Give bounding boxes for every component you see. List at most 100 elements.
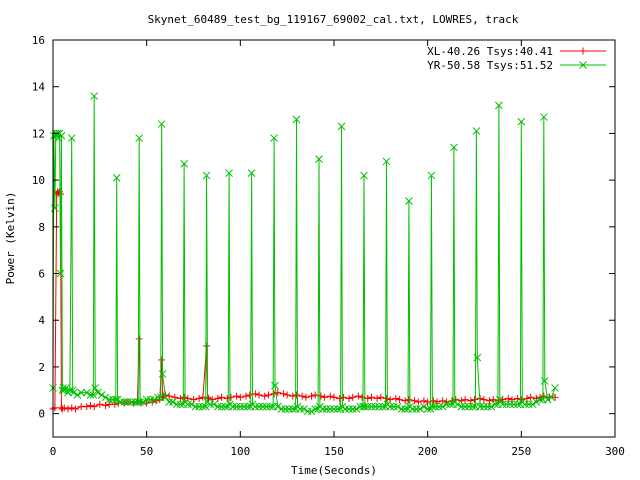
series-1-point-128 [382,157,391,166]
series-1-point-141 [420,402,428,411]
series-1-point-88 [270,134,278,142]
series-0-point-89 [401,397,409,405]
series-0-point-50 [218,393,226,401]
series-1-point-160 [472,127,481,135]
series-1-point-9 [57,131,66,140]
series-1-point-94 [288,405,297,413]
series-0-point-70 [311,391,319,399]
series-1-point-20 [77,388,85,397]
series-1-point-49 [158,370,167,378]
series-0-point-121 [551,393,559,401]
series-1-point-78 [243,402,252,411]
series-1-point-41 [136,398,144,406]
x-tick-label-2: 100 [230,445,250,458]
series-1-point-59 [187,400,196,409]
series-1-point-60 [191,402,200,411]
series-1-point-75 [232,402,241,411]
series-0-point-55 [242,392,250,400]
series-0-point-58 [255,391,263,399]
series-1-point-169 [495,395,504,404]
series-0-point-97 [439,397,447,405]
series-1-point-176 [517,117,526,126]
series-1-point-63 [201,402,210,411]
series-1-point-44 [146,395,155,404]
legend-marker-1 [579,61,587,69]
series-1-point-15 [66,386,74,395]
series-0-point-64 [283,391,291,399]
y-tick-label-7: 14 [32,81,46,94]
series-1-point-126 [378,402,387,411]
series-1-point-136 [405,197,413,205]
series-0-point-114 [517,396,525,404]
series-0-point-69 [308,392,316,400]
series-1-point-112 [337,122,346,131]
series-1-point-56 [180,159,188,168]
series-0-point-73 [326,392,334,400]
series-0-point-93 [420,397,428,405]
series-1-point-146 [431,402,440,411]
x-tick-label-0: 0 [50,445,57,458]
series-1-point-134 [401,405,410,413]
series-1-point-152 [450,143,458,152]
series-1-point-185 [540,377,549,385]
series-1-point-122 [363,402,372,411]
series-0-point-83 [373,394,381,402]
series-1-point-16 [67,134,76,142]
series-1-point-45 [150,395,159,404]
series-0-point-106 [480,396,488,404]
series-0-point-14 [83,403,91,411]
legend-label-1: YR-50.58 Tsys:51.52 [427,59,553,72]
series-1-point-24 [90,92,99,100]
y-tick-label-8: 16 [32,34,45,47]
series-1-point-156 [461,402,469,411]
series-1-point-179 [524,400,533,409]
series-0-point-53 [233,392,241,400]
series-1-point-58 [184,400,192,409]
y-axis-label: Power (Kelvin) [4,192,17,285]
series-1-point-77 [240,402,248,411]
series-0-point-81 [364,394,372,402]
legend-marker-0 [579,47,587,55]
series-0-point-40 [180,393,188,401]
series-1-point-165 [487,402,496,411]
series-1-point-164 [483,402,492,411]
series-0-point-116 [527,393,535,401]
series-1-point-22 [86,391,95,399]
series-1-point-110 [333,405,342,413]
series-0-point-11 [68,404,76,412]
series-1-point-34 [116,398,125,406]
series-1-point-42 [139,398,147,406]
series-0-point-91 [411,397,419,405]
series-0-point-101 [457,397,465,405]
series-1-point-98 [296,405,305,413]
series-0-point-87 [392,394,400,402]
series-0-point-78 [349,393,357,401]
series-0-point-115 [523,394,531,402]
series-0-point-77 [345,394,353,402]
series-1-point-154 [453,400,462,409]
series-1-point-21 [82,388,91,397]
y-tick-label-6: 12 [32,127,45,140]
series-0-point-49 [214,394,222,402]
series-1-point-149 [442,400,451,409]
series-1-point-36 [124,398,132,406]
series-1-point-37 [127,398,136,406]
series-1-point-139 [412,405,421,413]
series-0-point-59 [261,392,269,400]
series-1-point-120 [360,171,368,180]
series-0-point-72 [321,393,329,401]
series-1-point-188 [551,384,559,392]
series-1-point-148 [438,402,447,411]
series-1-point-8 [56,269,65,278]
series-1-point-90 [273,402,282,411]
series-0-point-60 [264,391,272,399]
series-1-point-67 [210,400,218,409]
series-1-point-174 [513,400,522,409]
series-1-point-23 [89,391,98,399]
series-0-point-102 [461,396,469,404]
series-1-point-171 [502,400,511,409]
series-1-point-140 [416,405,425,413]
series-1-point-108 [326,405,335,413]
